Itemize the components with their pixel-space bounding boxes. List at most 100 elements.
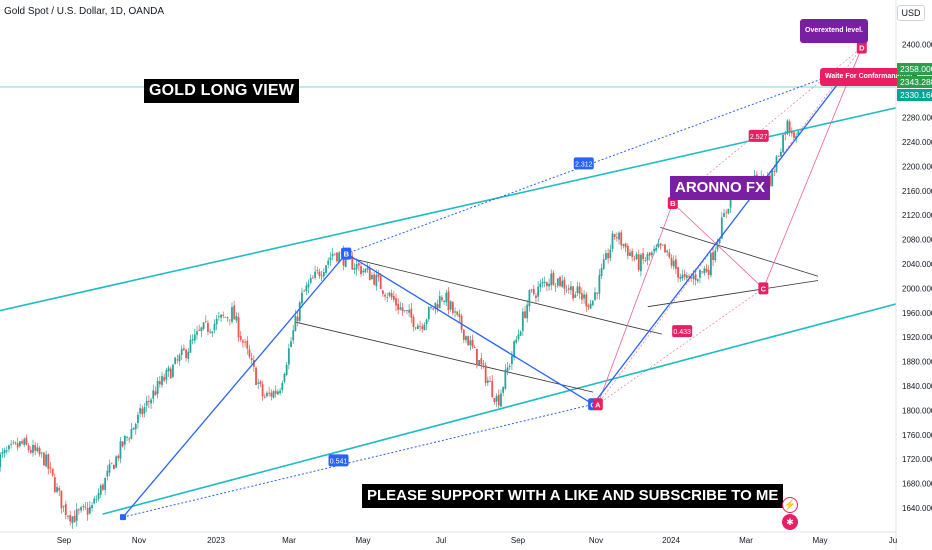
candle-body [145, 400, 148, 406]
candle-body [456, 311, 459, 315]
candle-body [69, 514, 72, 522]
candle-body [773, 171, 776, 173]
candle-body [301, 292, 303, 304]
candle-body [500, 393, 502, 407]
x-tick-label: May [355, 536, 370, 545]
candle-body [589, 303, 592, 309]
candle-body [565, 289, 568, 291]
candle-body [650, 252, 653, 256]
candle-body [572, 286, 575, 299]
candle-body [648, 252, 651, 256]
wave-label-text: C [761, 284, 767, 293]
candle-body [121, 441, 124, 447]
candle-body [554, 285, 557, 287]
x-tick-label: Sep [511, 536, 526, 545]
us-flag-icon[interactable]: ✱ [782, 514, 798, 530]
candle-body [207, 323, 209, 332]
candle-body [793, 132, 795, 138]
candle-body [377, 274, 380, 277]
candle-body [712, 252, 714, 260]
candle-body [268, 392, 271, 394]
candle-body [537, 286, 540, 297]
wave-label-text: B [344, 250, 350, 259]
candle-body [408, 309, 411, 313]
candle-body [664, 244, 666, 253]
candle-body [283, 373, 286, 382]
candle-body [56, 487, 58, 492]
candle-body [93, 498, 96, 504]
candle-body [427, 307, 430, 320]
candle-body [484, 365, 487, 384]
price-tag-target-2: 2343.288 [897, 76, 932, 88]
candle-body [379, 275, 382, 289]
candle-body [123, 435, 126, 445]
candle-body [244, 341, 247, 343]
candle-body [152, 390, 155, 399]
candle-body [366, 267, 369, 270]
x-tick-label: Nov [589, 536, 603, 545]
candle-body [414, 327, 417, 329]
candle-body [462, 329, 465, 340]
candle-body [296, 316, 299, 321]
y-tick-label: 2160.000 [902, 187, 932, 196]
candle-body [368, 267, 371, 281]
y-tick-label: 1960.000 [902, 309, 932, 318]
candle-body [110, 462, 113, 464]
candle-body [543, 281, 546, 283]
pattern-cd-line [763, 47, 863, 289]
candle-body [705, 268, 708, 272]
flash-icon[interactable]: ⚡ [782, 497, 798, 513]
candle-body [329, 257, 332, 261]
x-tick-label: Jul [436, 536, 446, 545]
candle-body [27, 445, 30, 451]
candle-body [316, 270, 319, 271]
candle-body [180, 349, 183, 356]
wedge-upper-line [349, 257, 662, 335]
candle-body [64, 504, 67, 516]
candle-body [696, 279, 699, 282]
candle-body [371, 274, 373, 279]
candle-body [587, 305, 590, 307]
candle-body [25, 437, 28, 445]
candle-body [261, 384, 264, 397]
wave-label-text: B [670, 199, 676, 208]
candle-body [727, 208, 730, 214]
y-tick-label: 2280.000 [902, 114, 932, 123]
candle-body [425, 319, 428, 325]
y-tick-label: 2200.000 [902, 162, 932, 171]
candle-body [117, 455, 120, 459]
price-tag-current: 2330.160 [897, 89, 932, 101]
candle-body [12, 442, 15, 444]
candle-body [690, 277, 693, 279]
candle-body [233, 305, 236, 320]
candle-body [559, 276, 561, 287]
candle-body [259, 381, 262, 384]
x-tick-label: 2023 [207, 536, 225, 545]
candle-body [29, 450, 32, 453]
candle-body [596, 292, 599, 294]
candle-body [653, 248, 655, 251]
candle-body [445, 292, 448, 303]
candle-body [718, 238, 721, 243]
candle-body [187, 351, 190, 359]
candle-body [478, 360, 480, 367]
candle-body [539, 283, 542, 288]
wave-label-box [856, 41, 867, 54]
candle-body [545, 282, 548, 286]
candle-body [47, 454, 50, 469]
candle-body [401, 307, 404, 312]
currency-selector[interactable]: USD [897, 5, 925, 21]
candle-body [95, 499, 98, 501]
impulse-down-line [345, 253, 594, 405]
candle-body [423, 324, 426, 331]
candle-body [629, 252, 631, 256]
candle-body [228, 319, 231, 321]
candle-body [574, 294, 577, 298]
candle-body [578, 286, 581, 294]
candle-body [524, 311, 526, 318]
candle-body [519, 331, 522, 336]
